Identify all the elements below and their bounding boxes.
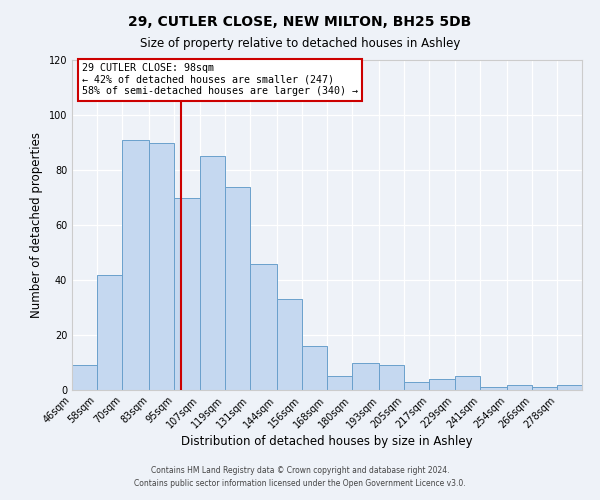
Bar bbox=[507, 384, 532, 390]
Bar bbox=[199, 156, 224, 390]
Bar bbox=[557, 384, 582, 390]
Bar bbox=[430, 379, 455, 390]
Bar bbox=[404, 382, 430, 390]
Bar bbox=[122, 140, 149, 390]
Bar bbox=[250, 264, 277, 390]
Y-axis label: Number of detached properties: Number of detached properties bbox=[30, 132, 43, 318]
Bar bbox=[327, 376, 352, 390]
Bar bbox=[302, 346, 327, 390]
Text: Size of property relative to detached houses in Ashley: Size of property relative to detached ho… bbox=[140, 38, 460, 51]
Bar bbox=[532, 387, 557, 390]
Bar bbox=[277, 299, 302, 390]
Bar bbox=[455, 376, 479, 390]
Bar bbox=[479, 387, 507, 390]
Text: Contains HM Land Registry data © Crown copyright and database right 2024.
Contai: Contains HM Land Registry data © Crown c… bbox=[134, 466, 466, 487]
Text: 29 CUTLER CLOSE: 98sqm
← 42% of detached houses are smaller (247)
58% of semi-de: 29 CUTLER CLOSE: 98sqm ← 42% of detached… bbox=[82, 64, 358, 96]
X-axis label: Distribution of detached houses by size in Ashley: Distribution of detached houses by size … bbox=[181, 436, 473, 448]
Bar bbox=[224, 186, 250, 390]
Bar bbox=[352, 362, 379, 390]
Bar bbox=[379, 365, 404, 390]
Bar bbox=[175, 198, 199, 390]
Bar bbox=[97, 274, 122, 390]
Bar bbox=[149, 142, 175, 390]
Text: 29, CUTLER CLOSE, NEW MILTON, BH25 5DB: 29, CUTLER CLOSE, NEW MILTON, BH25 5DB bbox=[128, 15, 472, 29]
Bar bbox=[72, 365, 97, 390]
